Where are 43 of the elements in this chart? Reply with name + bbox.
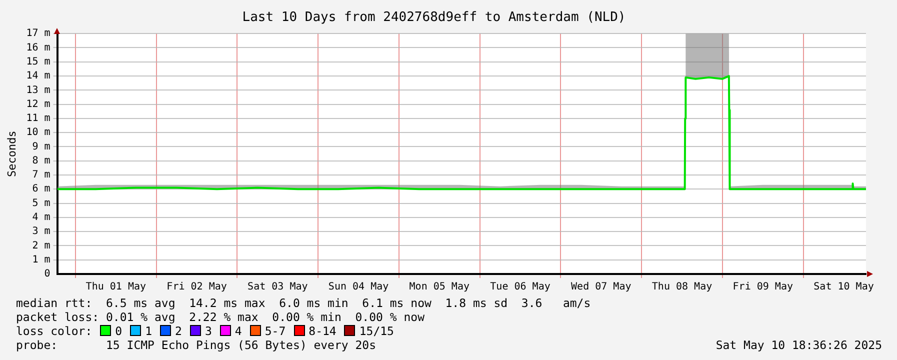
text: 2 — [175, 324, 182, 338]
x-tick-label: Tue 06 May — [490, 282, 550, 293]
x-tick-label: Fri 09 May — [732, 282, 793, 293]
y-tick-label: 16 m — [26, 42, 50, 54]
y-tick-label: 5 m — [32, 198, 50, 209]
y-tick-label: 6 m — [32, 184, 50, 195]
y-tick-label: 17 m — [26, 28, 50, 40]
y-tick-label: 8 m — [32, 155, 50, 166]
text: loss color: — [16, 324, 92, 338]
y-tick-label: 9 m — [32, 141, 50, 152]
y-tick-label: 4 m — [32, 212, 50, 224]
y-tick-label: 0 — [44, 268, 50, 280]
text: probe: 15 ICMP Echo Pings (56 Bytes) every 20s — [16, 338, 376, 352]
x-tick-label: Fri 02 May — [166, 282, 227, 293]
y-tick-label: 2 m — [32, 240, 50, 252]
text: 4 — [234, 324, 242, 338]
x-tick-label: Mon 05 May — [409, 282, 470, 293]
y-tick-label: 14 m — [26, 70, 50, 82]
text: 8-14 — [308, 324, 336, 338]
y-tick-label: 10 m — [26, 127, 50, 138]
x-tick-label: Sun 04 May — [328, 282, 389, 293]
x-tick-label: Thu 01 May — [86, 282, 146, 293]
y-tick-label: 13 m — [26, 84, 50, 96]
text: 1 — [145, 324, 152, 338]
x-tick-label: Wed 07 May — [571, 282, 632, 293]
y-tick-label: 3 m — [32, 226, 50, 238]
y-tick-label: 1 m — [32, 254, 50, 266]
text: 3 — [204, 324, 212, 338]
x-tick-label: Sat 03 May — [248, 282, 308, 293]
text: packet loss: 0.01 % avg 2.22 % max 0.00 % min 0.00 % now — [16, 310, 426, 324]
text: Sat May 10 18:36:26 2025 — [716, 338, 882, 352]
text: median rtt: 6.5 ms avg 14.2 ms max 6.0 ms min 6.1 ms now 1.8 ms sd 3.6 am/s — [16, 296, 592, 310]
x-tick-label: Thu 08 May — [652, 282, 712, 293]
y-tick-label: 12 m — [26, 98, 50, 110]
text: 15/15 — [359, 324, 394, 338]
chart-title: Last 10 Days from 2402768d9eff to Amsterdam (NLD) — [242, 10, 626, 26]
y-tick-label: 15 m — [26, 56, 50, 68]
y-tick-label: 7 m — [32, 170, 50, 181]
x-tick-label: Sat 10 May — [814, 282, 874, 293]
y-tick-label: 11 m — [26, 113, 50, 124]
text: 0 — [115, 324, 122, 338]
text: 5-7 — [264, 324, 286, 338]
y-axis-title: Seconds — [5, 130, 18, 177]
